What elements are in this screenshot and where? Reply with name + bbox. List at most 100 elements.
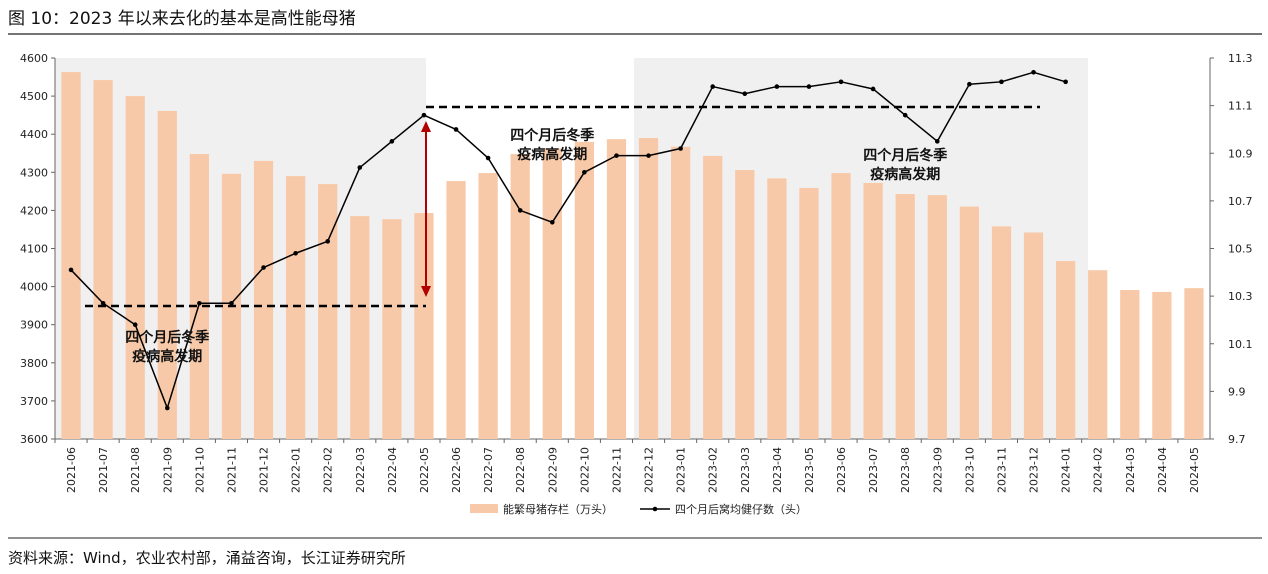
bar (253, 160, 274, 439)
legend-label: 能繁母猪存栏（万头） (503, 502, 613, 516)
line-point (68, 267, 74, 273)
x-tick-label: 2022-08 (514, 447, 527, 493)
x-tick-label: 2021-07 (97, 447, 110, 493)
y-tick-label: 4400 (20, 128, 48, 141)
bar (831, 173, 851, 439)
y-tick-label: 4600 (20, 52, 48, 65)
y2-tick-label: 9.7 (1228, 433, 1246, 446)
line-point (293, 250, 298, 256)
line-point (934, 139, 940, 144)
bar (1184, 288, 1204, 439)
line-point (1063, 79, 1068, 85)
x-tick-label: 2024-04 (1156, 447, 1169, 493)
line-point (646, 153, 651, 158)
line-point (389, 139, 395, 144)
legend-swatch (652, 506, 658, 512)
y2-tick-label: 11.1 (1228, 100, 1253, 113)
x-tick-label: 2023-03 (739, 447, 752, 493)
y2-tick-label: 10.9 (1228, 147, 1253, 160)
bar (286, 176, 306, 440)
annotation: 疫病高发期 (517, 146, 587, 163)
line-point (197, 300, 202, 306)
bar (1152, 291, 1172, 439)
bar (542, 148, 562, 440)
bar (735, 170, 755, 439)
y2-tick-label: 11.3 (1228, 52, 1253, 65)
x-tick-label: 2022-02 (322, 447, 335, 493)
x-tick-label: 2021-11 (225, 447, 238, 493)
line-point (132, 322, 138, 328)
line-point (1031, 69, 1036, 75)
bar (671, 146, 691, 439)
y-tick-label: 3600 (20, 433, 48, 446)
legend-swatch (470, 504, 498, 513)
bar (574, 141, 594, 439)
bar (189, 154, 209, 439)
x-tick-label: 2023-09 (931, 447, 944, 493)
line-point (100, 300, 106, 306)
x-tick-label: 2023-05 (803, 447, 816, 493)
line-point (614, 153, 619, 158)
bar (1088, 270, 1108, 439)
y-tick-label: 3700 (20, 395, 48, 408)
annotation: 疫病高发期 (870, 166, 940, 183)
x-tick-label: 2023-04 (771, 447, 784, 493)
line-point (164, 405, 170, 411)
line-point (453, 127, 459, 132)
x-tick-label: 2022-10 (578, 447, 591, 493)
bar (382, 219, 402, 439)
x-tick-label: 2022-01 (290, 447, 303, 493)
bar (638, 138, 659, 439)
bar (318, 184, 338, 439)
line-point (582, 170, 587, 175)
line-point (549, 220, 555, 225)
shaded-period (634, 58, 1088, 439)
x-tick-label: 2022-09 (546, 447, 559, 493)
x-tick-label: 2021-08 (129, 447, 142, 493)
line-point (485, 155, 491, 161)
y-tick-label: 4200 (20, 204, 48, 217)
x-tick-label: 2023-02 (707, 447, 720, 493)
x-tick-label: 2021-09 (161, 447, 174, 493)
bar (927, 195, 947, 439)
line-point (357, 165, 363, 170)
bar (446, 181, 466, 440)
line-point (421, 112, 427, 118)
x-tick-label: 2024-03 (1124, 447, 1137, 493)
chart-title: 图 10：2023 年以来去化的基本是高性能母猪 (8, 9, 356, 29)
bar (1023, 232, 1044, 439)
bar (895, 194, 915, 439)
y-tick-label: 4000 (20, 281, 48, 294)
line-point (774, 84, 780, 89)
x-tick-label: 2022-07 (482, 447, 495, 493)
line-point (838, 79, 844, 85)
x-tick-label: 2023-07 (867, 447, 880, 493)
x-tick-label: 2023-10 (963, 447, 976, 493)
x-tick-label: 2021-12 (258, 447, 271, 493)
bar (767, 178, 787, 439)
bar (1120, 290, 1140, 439)
y-tick-label: 3900 (20, 319, 48, 332)
line-point (229, 300, 234, 306)
line-point (902, 112, 908, 118)
bar (1056, 261, 1076, 439)
x-tick-label: 2023-11 (995, 447, 1008, 493)
y2-tick-label: 9.9 (1228, 385, 1246, 398)
bar (703, 155, 723, 440)
bar (799, 187, 819, 439)
line-point (710, 84, 716, 89)
bar (991, 226, 1012, 439)
line-point (742, 91, 748, 97)
annotation: 四个月后冬季 (863, 147, 947, 164)
line-point (999, 79, 1004, 85)
line-point (517, 208, 523, 213)
x-tick-label: 2022-04 (386, 447, 399, 493)
bar (863, 182, 883, 439)
y-tick-label: 4300 (20, 166, 48, 179)
legend-label: 四个月后窝均健仔数（头） (675, 502, 807, 516)
y2-tick-label: 10.5 (1228, 243, 1253, 256)
x-tick-label: 2023-12 (1028, 447, 1041, 493)
bar (157, 110, 177, 440)
x-tick-label: 2022-03 (354, 447, 367, 493)
